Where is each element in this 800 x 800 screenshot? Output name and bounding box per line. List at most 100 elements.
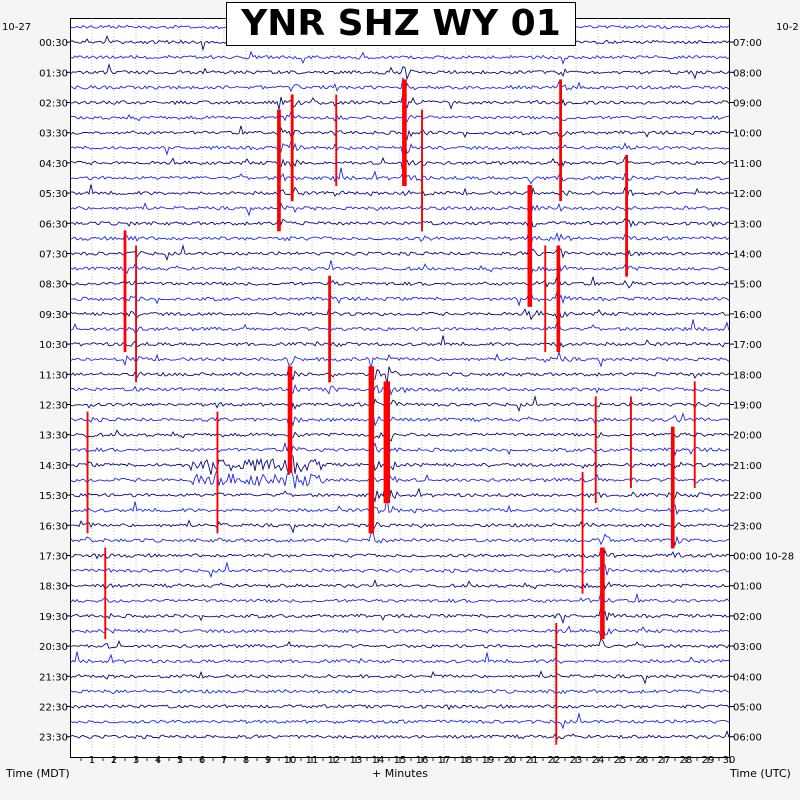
event-marker bbox=[216, 411, 219, 534]
trace-line bbox=[70, 201, 730, 217]
event-marker bbox=[556, 245, 561, 353]
left-tick-label: 14:30 bbox=[39, 461, 68, 472]
event-marker bbox=[383, 381, 390, 504]
left-tick-label: 16:30 bbox=[39, 521, 68, 532]
x-tick-label: 14 bbox=[372, 755, 385, 766]
left-tick-label: 05:30 bbox=[39, 189, 68, 200]
left-tick-label: 22:30 bbox=[39, 703, 68, 714]
trace-line bbox=[70, 577, 730, 590]
x-tick-label: 17 bbox=[438, 755, 451, 766]
event-marker bbox=[290, 94, 294, 202]
right-tick-label: 14:00 bbox=[733, 250, 762, 261]
trace-line bbox=[70, 704, 730, 711]
right-tick-label: 02:00 bbox=[733, 612, 762, 623]
x-tick-label: 30 bbox=[723, 755, 736, 766]
trace-line bbox=[70, 93, 730, 110]
axes: 1 2 3 4 5 6 7 8 9 10 11 12 13 14 15 16 17 18 19 20 21 22 23 24 2… bbox=[39, 38, 794, 766]
event-marker bbox=[421, 109, 423, 232]
trace-line bbox=[70, 651, 730, 664]
trace-line bbox=[70, 531, 730, 546]
x-tick-label: 6 bbox=[199, 755, 205, 766]
right-tick-label: 20:00 bbox=[733, 431, 762, 442]
event-marker bbox=[135, 245, 137, 383]
right-tick-label: 10:00 bbox=[733, 129, 762, 140]
trace-line bbox=[70, 365, 730, 384]
trace-line bbox=[70, 167, 730, 185]
left-tick-label: 20:30 bbox=[39, 642, 68, 653]
event-marker bbox=[368, 366, 375, 534]
left-tick-label: 23:30 bbox=[39, 733, 68, 744]
x-tick-label: 18 bbox=[460, 755, 473, 766]
trace-line bbox=[70, 625, 730, 638]
trace-line bbox=[70, 549, 730, 560]
event-marker bbox=[335, 94, 338, 186]
seismic-traces bbox=[70, 19, 730, 740]
x-tick-label: 28 bbox=[680, 755, 693, 766]
trace-line bbox=[70, 422, 730, 446]
event-markers bbox=[86, 79, 696, 745]
x-tick-label: 2 bbox=[111, 755, 117, 766]
trace-line bbox=[70, 484, 730, 503]
trace-line bbox=[70, 394, 730, 415]
right-tick-label: 13:00 bbox=[733, 219, 762, 230]
trace-line bbox=[70, 243, 730, 262]
left-tick-label: 00:30 bbox=[39, 38, 68, 49]
x-axis-label: + Minutes bbox=[372, 767, 429, 780]
trace-line bbox=[70, 442, 730, 457]
x-tick-label: 25 bbox=[614, 755, 627, 766]
x-tick-label: 1 bbox=[89, 755, 95, 766]
left-tick-label: 19:30 bbox=[39, 612, 68, 623]
x-tick-label: 4 bbox=[155, 755, 161, 766]
x-tick-label: 8 bbox=[243, 755, 249, 766]
left-tick-label: 06:30 bbox=[39, 219, 68, 230]
x-tick-label: 13 bbox=[350, 755, 363, 766]
x-tick-label: 27 bbox=[658, 755, 671, 766]
event-marker bbox=[123, 230, 127, 353]
right-tick-label: 11:00 bbox=[733, 159, 762, 170]
right-tick-label: 12:00 bbox=[733, 189, 762, 200]
start-date-left: 10-27 bbox=[2, 22, 32, 33]
event-marker bbox=[670, 426, 675, 549]
trace-line bbox=[70, 62, 730, 81]
left-tick-label: 03:30 bbox=[39, 129, 68, 140]
event-marker bbox=[559, 79, 562, 202]
trace-line bbox=[70, 77, 730, 93]
left-tick-label: 18:30 bbox=[39, 582, 68, 593]
trace-line bbox=[70, 670, 730, 685]
trace-line bbox=[70, 712, 730, 730]
trace-line bbox=[70, 590, 730, 604]
trace-line bbox=[70, 109, 730, 123]
x-tick-label: 22 bbox=[548, 755, 561, 766]
right-tick-label: 07:00 bbox=[733, 38, 762, 49]
x-tick-label: 24 bbox=[592, 755, 605, 766]
event-marker bbox=[86, 411, 89, 534]
left-tick-label: 02:30 bbox=[39, 99, 68, 110]
left-tick-label: 10:30 bbox=[39, 340, 68, 351]
event-marker bbox=[104, 547, 107, 639]
right-tick-label: 19:00 bbox=[733, 401, 762, 412]
trace-line bbox=[70, 184, 730, 201]
left-axis-label: Time (MDT) bbox=[6, 767, 70, 780]
right-tick-label: 09:00 bbox=[733, 99, 762, 110]
trace-line bbox=[70, 454, 730, 476]
chart-title: YNR SHZ WY 01 bbox=[241, 3, 561, 44]
trace-line bbox=[70, 275, 730, 289]
right-tick-label: 17:00 bbox=[733, 340, 762, 351]
right-tick-label: 16:00 bbox=[733, 310, 762, 321]
trace-line bbox=[70, 125, 730, 141]
trace-line bbox=[70, 411, 730, 429]
right-tick-label: 05:00 bbox=[733, 703, 762, 714]
x-tick-label: 29 bbox=[702, 755, 715, 766]
right-tick-label: 23:00 bbox=[733, 521, 762, 532]
right-tick-label: 01:00 bbox=[733, 582, 762, 593]
minute-gridlines bbox=[91, 18, 709, 758]
trace-line bbox=[70, 496, 730, 516]
trace-line bbox=[70, 637, 730, 649]
left-tick-label: 15:30 bbox=[39, 491, 68, 502]
event-marker bbox=[527, 185, 533, 307]
right-tick-label: 00:00 10-28 bbox=[733, 552, 794, 563]
x-tick-label: 11 bbox=[306, 755, 319, 766]
right-tick-label: 08:00 bbox=[733, 68, 762, 79]
x-tick-label: 10 bbox=[284, 755, 297, 766]
